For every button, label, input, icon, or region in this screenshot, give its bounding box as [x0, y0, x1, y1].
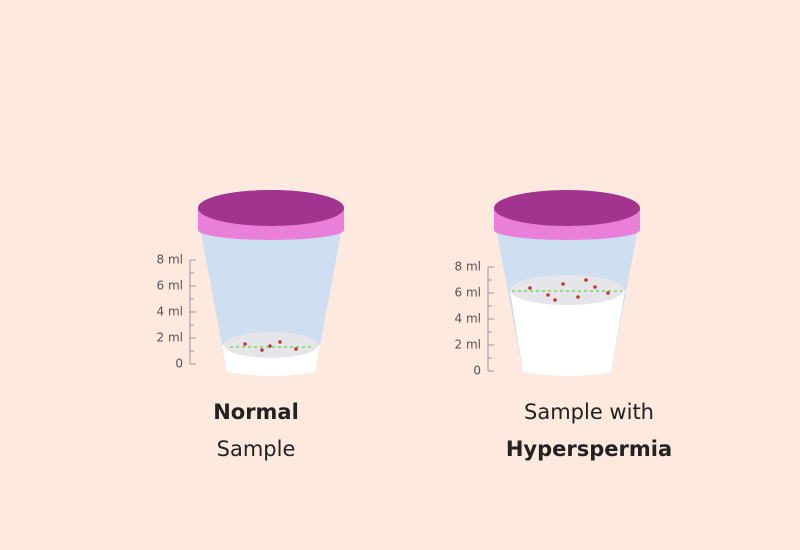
scale-label: 8 ml	[157, 253, 183, 267]
scale-label: 4 ml	[157, 305, 183, 319]
scale-label: 8 ml	[455, 260, 481, 274]
scale-label: 4 ml	[455, 312, 481, 326]
liquid-surface	[510, 275, 624, 305]
scale-label: 2 ml	[455, 338, 481, 352]
cup-hyperspermia	[494, 190, 640, 376]
scale-label: 6 ml	[157, 279, 183, 293]
lid-band	[494, 220, 640, 240]
cup-body	[200, 228, 342, 372]
scale-label: 2 ml	[157, 331, 183, 345]
sperm-heads	[243, 340, 298, 352]
scale-label: 0	[473, 364, 481, 378]
caption-line: Normal	[213, 400, 299, 424]
scale-label: 6 ml	[455, 286, 481, 300]
scale-label: 0	[175, 357, 183, 371]
lid-top	[198, 190, 344, 226]
caption-line: Sample with	[524, 400, 654, 424]
caption-line: Sample	[217, 437, 296, 461]
sperm-heads	[528, 278, 610, 302]
cup-normal	[198, 190, 344, 376]
caption-line: Hyperspermia	[506, 437, 672, 461]
liquid	[510, 290, 625, 376]
lid-top	[494, 190, 640, 226]
